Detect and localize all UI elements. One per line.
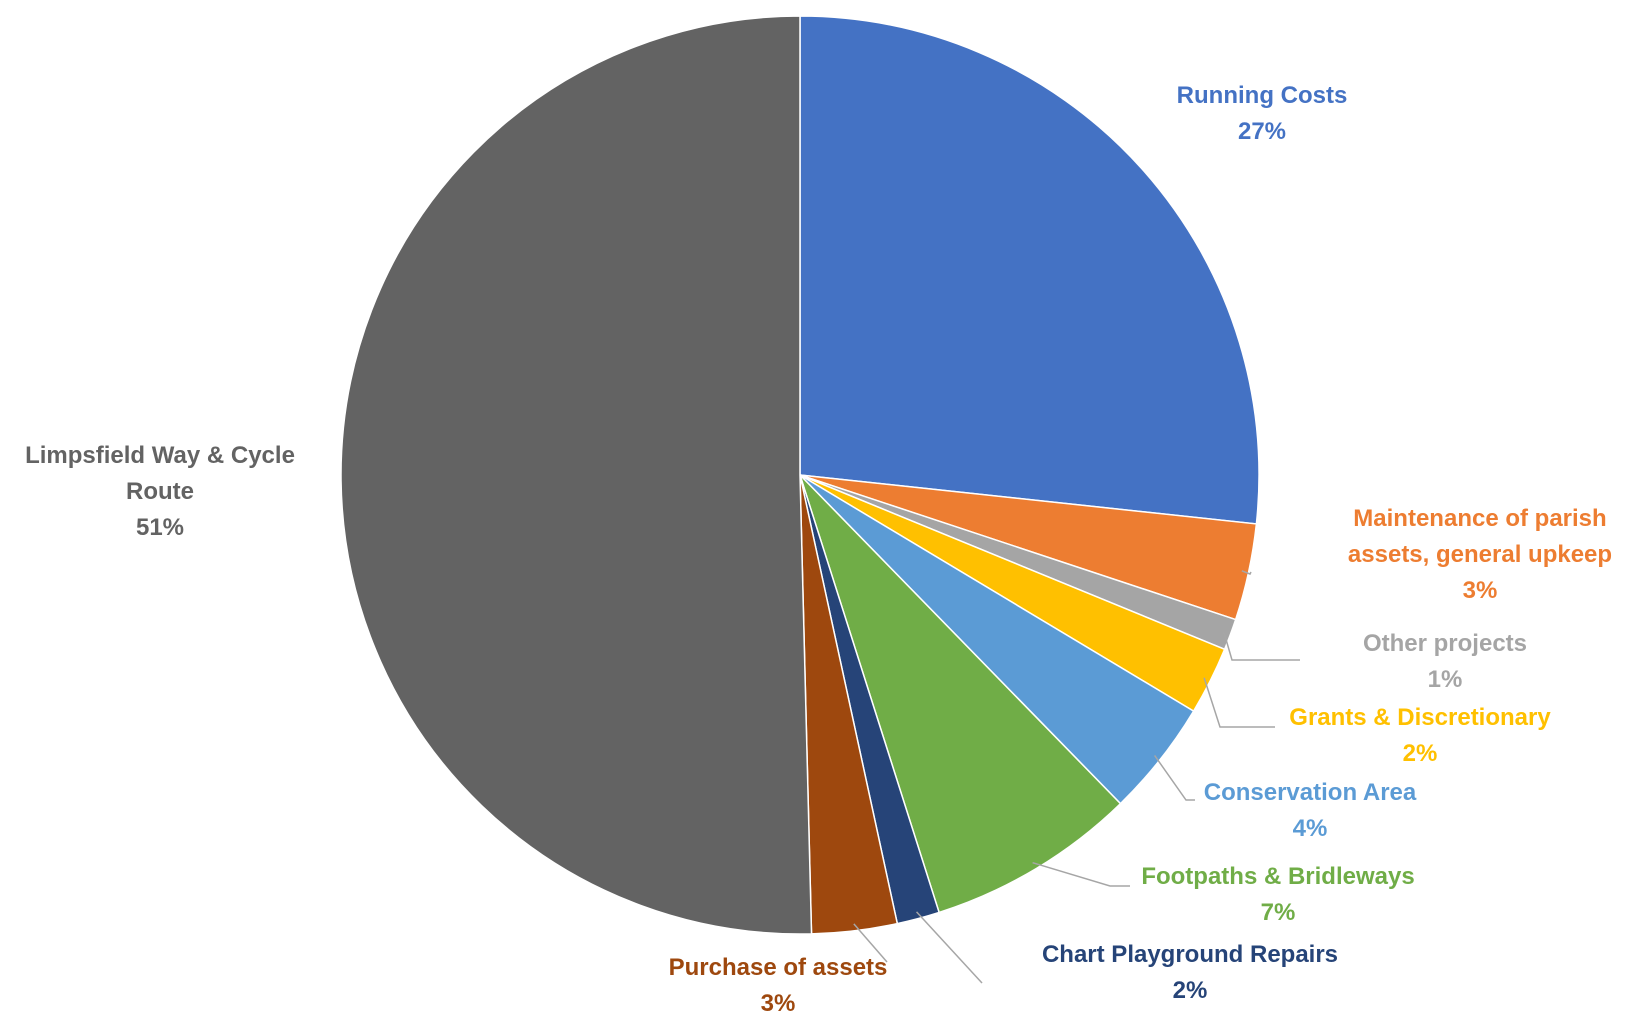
leader-line-footpaths-and-bridleways bbox=[1032, 861, 1130, 887]
leader-line-maintenance-of-parish-assets-general-upkeep bbox=[1241, 570, 1252, 575]
slice-label-grants-and-discretionary: Grants & Discretionary bbox=[1289, 704, 1551, 731]
slice-percent-limpsfield-way-and-cycle-route: 51% bbox=[136, 514, 184, 541]
slice-percent-footpaths-and-bridleways: 7% bbox=[1261, 899, 1296, 926]
slice-label-maintenance-of-parish-assets-general-upkeep: assets, general upkeep bbox=[1348, 541, 1612, 568]
slice-label-limpsfield-way-and-cycle-route: Route bbox=[126, 478, 194, 505]
slice-percent-maintenance-of-parish-assets-general-upkeep: 3% bbox=[1463, 577, 1498, 604]
slice-running-costs bbox=[799, 15, 1260, 525]
pie-slices bbox=[340, 15, 1260, 935]
slice-labels: Running Costs 27% Maintenance of parish ass… bbox=[25, 82, 1612, 1017]
slice-label-chart-playground-repairs: Chart Playground Repairs bbox=[1042, 941, 1338, 968]
slice-footpaths-and-bridleways bbox=[799, 474, 1122, 914]
leader-line-chart-playground-repairs bbox=[916, 911, 983, 984]
slice-label-running-costs: Running Costs bbox=[1177, 82, 1348, 109]
leader-line-other-projects bbox=[1223, 631, 1300, 661]
leader-line-conservation-area bbox=[1154, 755, 1195, 801]
slice-percent-grants-and-discretionary: 2% bbox=[1403, 740, 1438, 767]
slice-label-limpsfield-way-and-cycle-route: Limpsfield Way & Cycle bbox=[25, 442, 295, 469]
slice-percent-running-costs: 27% bbox=[1238, 118, 1286, 145]
slice-label-footpaths-and-bridleways: Footpaths & Bridleways bbox=[1141, 863, 1414, 890]
slice-percent-purchase-of-assets: 3% bbox=[761, 990, 796, 1017]
slice-percent-other-projects: 1% bbox=[1428, 666, 1463, 693]
slice-label-conservation-area: Conservation Area bbox=[1204, 779, 1417, 806]
slice-percent-conservation-area: 4% bbox=[1293, 815, 1328, 842]
slice-label-purchase-of-assets: Purchase of assets bbox=[669, 954, 888, 981]
slice-label-other-projects: Other projects bbox=[1363, 630, 1527, 657]
leader-lines bbox=[853, 570, 1300, 984]
leader-line-grants-and-discretionary bbox=[1203, 677, 1275, 728]
slice-limpsfield-way-and-cycle-route bbox=[340, 15, 813, 935]
leader-line-purchase-of-assets bbox=[853, 923, 888, 963]
slice-label-maintenance-of-parish-assets-general-upkeep: Maintenance of parish bbox=[1353, 505, 1606, 532]
slice-percent-chart-playground-repairs: 2% bbox=[1173, 977, 1208, 1004]
